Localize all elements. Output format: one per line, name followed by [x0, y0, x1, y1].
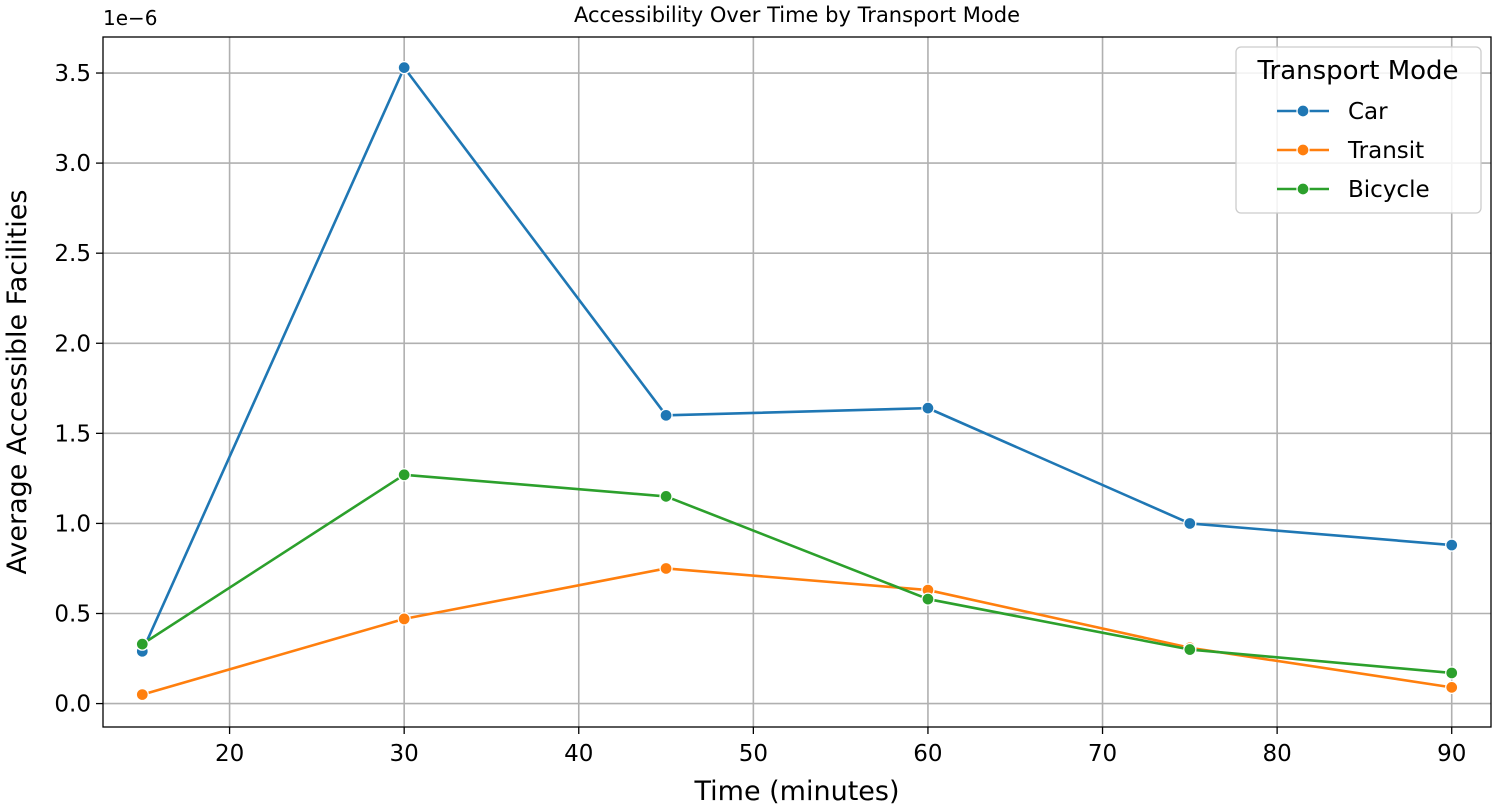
y-tick-label: 0.5 — [54, 602, 91, 628]
x-tick-label: 70 — [1088, 741, 1117, 767]
x-tick-label: 90 — [1437, 741, 1466, 767]
x-axis-ticks: 20 30 40 50 60 70 80 90 — [215, 727, 1466, 767]
y-tick-label: 1.0 — [54, 511, 91, 537]
y-tick-label: 3.0 — [54, 151, 91, 177]
x-tick-label: 30 — [390, 741, 419, 767]
series-transit — [135, 561, 1459, 702]
y-tick-label: 1.5 — [54, 421, 91, 447]
legend-item-car: Car — [1277, 99, 1388, 125]
x-axis-label: Time (minutes) — [693, 776, 899, 807]
legend-label: Transit — [1347, 138, 1424, 164]
y-tick-label: 3.5 — [54, 61, 91, 87]
chart-title: Accessibility Over Time by Transport Mod… — [574, 3, 1020, 27]
y-axis-ticks: 0.0 0.5 1.0 1.5 2.0 2.5 3.0 3.5 — [54, 61, 103, 718]
x-tick-label: 80 — [1262, 741, 1291, 767]
data-point-car — [1445, 538, 1459, 552]
y-tick-label: 2.0 — [54, 331, 91, 357]
x-tick-label: 20 — [215, 741, 244, 767]
series-bicycle — [135, 468, 1459, 680]
data-point-transit — [397, 612, 411, 626]
data-point-bicycle — [135, 637, 149, 651]
data-point-bicycle — [1445, 666, 1459, 680]
data-point-car — [921, 401, 935, 415]
data-point-transit — [1445, 680, 1459, 695]
legend-label: Bicycle — [1348, 177, 1430, 203]
legend-items: Car Transit Bicycle — [1277, 99, 1430, 203]
data-point-bicycle — [1183, 642, 1197, 657]
data-point-transit — [135, 687, 149, 702]
series-line-car — [141, 66, 1452, 652]
y-axis-label: Average Accessible Facilities — [2, 190, 33, 575]
series-layer — [135, 60, 1459, 702]
data-point-bicycle — [397, 468, 411, 482]
data-point-bicycle — [659, 489, 673, 504]
legend-box — [1235, 46, 1482, 214]
y-offset-label: 1e−6 — [103, 6, 158, 30]
data-point-bicycle — [921, 592, 935, 606]
legend-item-transit: Transit — [1277, 138, 1424, 164]
legend: Transport Mode Car Transit Bicycle — [1235, 46, 1482, 214]
legend-swatch-marker — [1296, 182, 1310, 196]
legend-swatch-marker — [1296, 104, 1310, 118]
legend-swatch-marker — [1296, 143, 1310, 157]
x-tick-label: 40 — [564, 741, 593, 767]
x-tick-label: 60 — [913, 741, 942, 767]
legend-label: Car — [1348, 99, 1388, 125]
legend-item-bicycle: Bicycle — [1277, 177, 1430, 203]
series-line-bicycle — [141, 473, 1452, 675]
grid-lines — [103, 37, 1491, 727]
y-tick-label: 0.0 — [54, 692, 91, 718]
plot-frame — [102, 36, 1492, 728]
data-point-car — [397, 60, 411, 75]
legend-title: Transport Mode — [1256, 56, 1458, 86]
data-point-car — [1183, 516, 1197, 531]
data-point-transit — [659, 561, 673, 576]
data-point-car — [659, 408, 673, 422]
y-tick-label: 2.5 — [54, 241, 91, 267]
x-tick-label: 50 — [739, 741, 768, 767]
series-line-transit — [141, 567, 1452, 696]
